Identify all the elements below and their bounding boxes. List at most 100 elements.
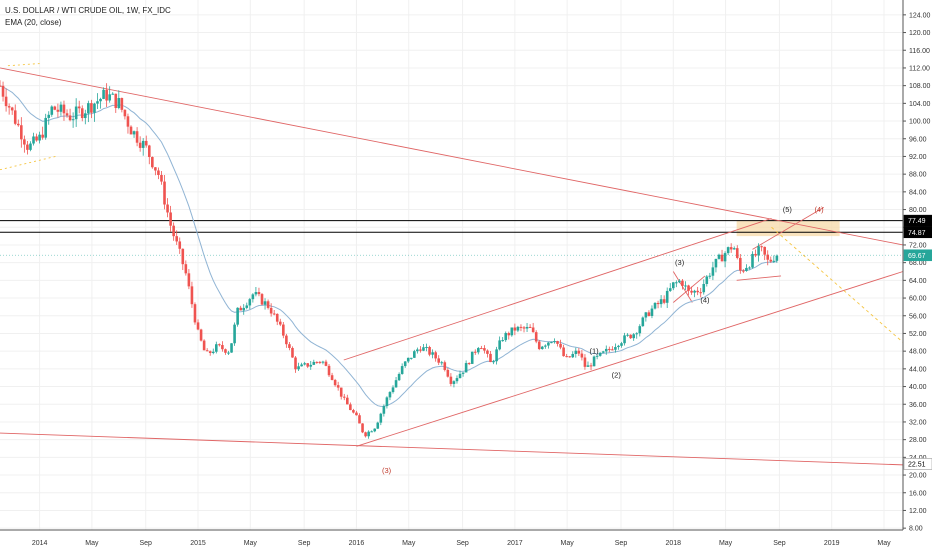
x-tick-label: 2018 [666,540,682,547]
candle-body [455,378,459,382]
candle-body [141,140,145,148]
candle-body [671,282,675,289]
candle-body [699,292,703,294]
candle-body [617,345,620,348]
candle-body [20,125,23,140]
candle-body [160,174,163,182]
y-tick-label: 28.00 [909,437,927,444]
candle-body [35,136,38,141]
candle-body [690,290,693,293]
candle-body [629,334,632,339]
candle-body [230,343,233,353]
candle-body [550,342,553,344]
candle-body [129,126,133,135]
price-level-tag-box [903,226,932,239]
candle-body [166,204,169,213]
candle-body [77,106,81,109]
candle-body [157,170,160,175]
candle-body [163,181,166,205]
candle-body [769,259,773,262]
candle-body [492,361,495,363]
candle-body [406,357,410,362]
ema-line [0,85,777,407]
candle-body [735,248,739,258]
candle-body [339,387,343,397]
candle-body [473,351,477,353]
y-tick-label: 96.00 [909,136,927,143]
candle-body [638,326,642,334]
candle-body [434,352,437,359]
chart-symbol-title: U.S. DOLLAR / WTI CRUDE OIL, 1W, FX_IDC [5,6,171,15]
candle-body [522,327,526,329]
candle-body [668,288,672,291]
long-term-support-line [0,432,904,466]
x-tick-label: May [85,540,99,547]
x-tick-label: May [244,540,258,547]
y-tick-label: 40.00 [909,384,927,391]
x-tick-label: Sep [615,540,628,547]
candle-body [477,348,480,353]
candle-body [285,335,288,345]
candle-body [169,212,172,226]
candle-body [108,94,111,101]
candle-body [233,324,236,344]
y-tick-label: 88.00 [909,172,927,179]
candle-body [87,103,90,114]
candle-body [23,139,26,145]
candle-body [74,106,78,120]
candle-body [531,327,535,333]
candle-body [419,349,422,351]
y-tick-label: 8.00 [909,526,923,533]
candle-body [635,333,639,335]
candle-body [300,364,303,367]
candle-body [540,346,544,350]
price-level-tag: 22.51 [908,461,926,468]
candle-body [400,366,404,374]
candle-body [245,305,249,308]
candle-body [620,343,623,346]
candle-body [705,276,709,284]
candle-body [565,356,568,358]
candle-body [178,241,182,249]
candle-body [729,247,733,250]
candle-body [102,89,105,99]
candle-body [315,361,319,363]
candle-body [693,290,696,293]
candle-body [772,260,776,262]
candle-body [205,350,209,352]
candle-body [604,348,608,352]
candle-body [84,113,87,119]
candle-body [376,422,380,429]
candle-body [632,334,635,339]
candle-body [248,299,252,306]
candle-body [732,248,736,250]
x-tick-label: Sep [773,540,786,547]
candle-body [13,110,17,124]
candle-body [665,290,669,303]
wave-base-line [736,275,782,281]
candle-body [586,365,590,367]
channel-upper-line [343,217,772,361]
y-tick-label: 52.00 [909,331,927,338]
y-tick-label: 12.00 [909,508,927,515]
candle-body [504,333,508,341]
candle-body [269,307,273,314]
candle-body [135,131,139,143]
candle-body [766,254,770,260]
candle-body [397,373,401,381]
candle-body [288,344,291,348]
candle-body [151,157,154,168]
candle-body [742,270,745,272]
candle-body [757,246,760,256]
candle-body [254,292,258,295]
candle-body [413,351,416,358]
candle-body [132,131,136,135]
candle-body [105,89,108,101]
candle-body [611,349,614,351]
candle-body [327,365,331,376]
candle-body [684,285,687,287]
candle-body [519,326,523,328]
wave-label: (4) [700,295,710,304]
candle-body [470,351,474,364]
